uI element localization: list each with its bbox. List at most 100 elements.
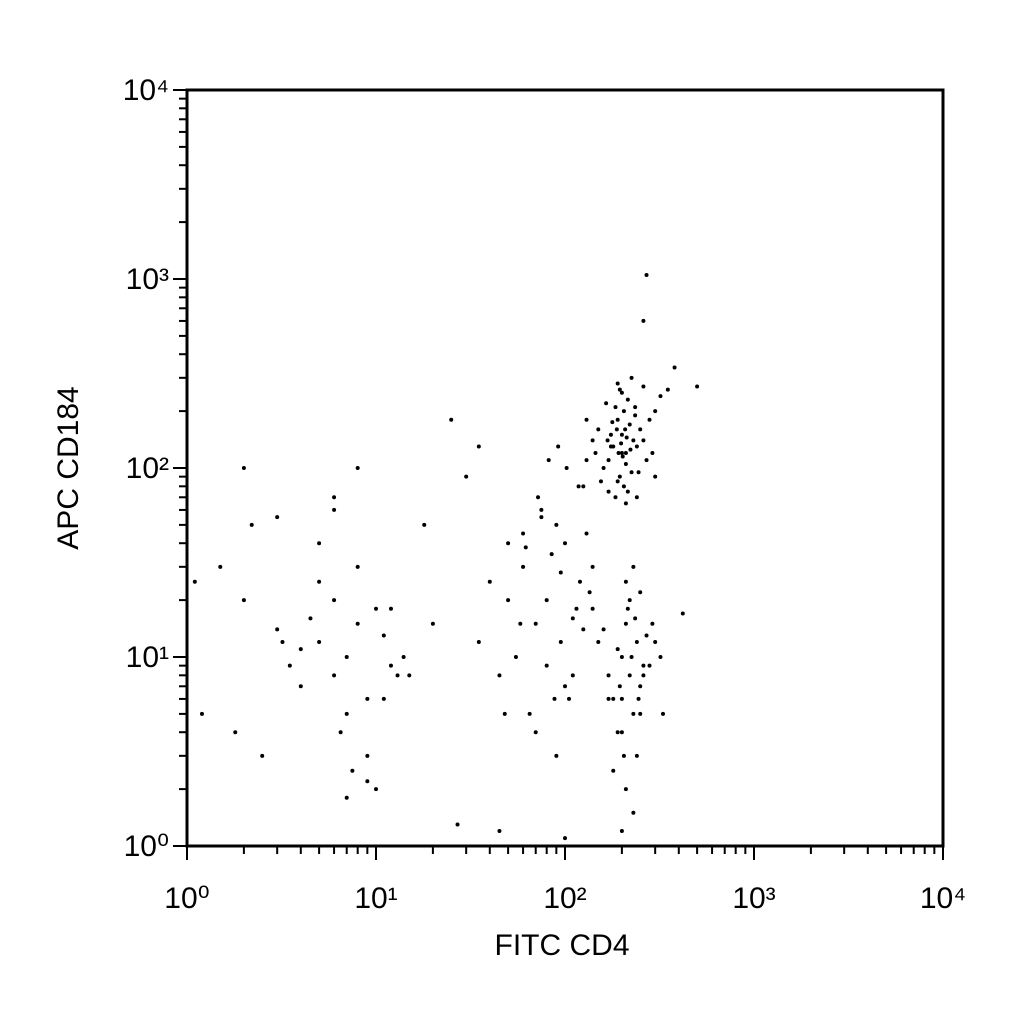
y-tick-label: 10⁴ — [123, 74, 169, 107]
event-dot — [317, 579, 322, 584]
event-dot — [430, 621, 435, 626]
event-dot — [584, 458, 589, 463]
event-dot — [672, 365, 677, 370]
event-dot — [608, 432, 613, 437]
event-dot — [647, 663, 652, 668]
event-dot — [633, 616, 638, 621]
event-dot — [374, 787, 378, 792]
event-dot — [634, 640, 639, 645]
event-dot — [593, 451, 598, 456]
event-dot — [581, 484, 586, 489]
event-dot — [606, 673, 611, 678]
event-dot — [407, 673, 412, 678]
event-dot — [422, 522, 427, 527]
event-dot — [332, 598, 337, 603]
event-dot — [658, 394, 663, 399]
event-dot — [627, 598, 632, 603]
event-dot — [596, 427, 601, 432]
event-dot — [614, 427, 619, 432]
event-dot — [631, 711, 636, 716]
y-tick-label: 10³ — [126, 263, 169, 296]
event-dot — [605, 438, 610, 443]
event-dot — [317, 541, 322, 546]
event-dot — [564, 466, 569, 470]
event-dot — [617, 387, 622, 392]
event-dot — [604, 401, 609, 406]
event-dot — [631, 810, 636, 815]
event-dot — [365, 696, 370, 701]
event-dot — [636, 470, 641, 475]
event-dot — [552, 696, 557, 701]
event-dot — [623, 451, 628, 456]
event-dot — [641, 384, 646, 389]
event-dot — [631, 564, 636, 569]
event-dot — [653, 409, 658, 414]
event-dot — [644, 272, 649, 277]
event-dot — [590, 438, 595, 443]
event-dot — [539, 515, 544, 520]
event-dot — [574, 606, 579, 611]
event-dot — [625, 606, 630, 611]
event-dot — [629, 375, 634, 380]
event-dot — [464, 474, 469, 479]
event-dot — [629, 470, 634, 475]
event-dot — [615, 381, 620, 386]
event-dot — [332, 673, 337, 678]
event-dot — [653, 640, 658, 645]
event-dot — [617, 474, 622, 479]
event-dot — [527, 711, 532, 716]
event-dot — [317, 640, 322, 645]
y-tick-label: 10⁰ — [124, 830, 169, 863]
event-dot — [332, 507, 337, 512]
event-dot — [653, 474, 658, 479]
event-dot — [619, 441, 624, 446]
event-dot — [636, 696, 641, 701]
event-dot — [619, 730, 624, 735]
event-dot — [554, 753, 559, 758]
event-dot — [610, 420, 615, 425]
event-dot — [611, 768, 616, 773]
event-dot — [401, 655, 406, 659]
event-dot — [521, 564, 526, 569]
event-dot — [619, 655, 624, 659]
event-dot — [381, 633, 386, 638]
event-dot — [544, 598, 549, 603]
event-dot — [608, 444, 613, 449]
event-dot — [355, 466, 360, 470]
event-dot — [455, 822, 460, 827]
event-dot — [628, 447, 633, 452]
event-dot — [355, 621, 360, 626]
event-dot — [619, 432, 624, 437]
event-dot — [623, 787, 628, 792]
event-dot — [624, 435, 629, 440]
x-tick-label: 10⁴ — [920, 882, 966, 915]
event-dot — [476, 640, 481, 645]
event-dot — [621, 753, 626, 758]
event-dot — [249, 522, 254, 527]
event-dot — [388, 663, 393, 668]
y-tick-label: 10¹ — [126, 641, 169, 674]
event-dot — [634, 444, 639, 449]
event-dot — [619, 451, 624, 456]
event-dot — [620, 454, 625, 459]
event-dot — [570, 616, 575, 621]
event-dot — [623, 579, 628, 584]
x-tick-label: 10⁰ — [164, 882, 209, 915]
event-dot — [502, 711, 507, 716]
event-dot — [584, 531, 589, 536]
event-dot — [619, 829, 624, 834]
event-dot — [581, 627, 586, 632]
event-dot — [634, 753, 639, 758]
event-dot — [613, 495, 618, 500]
event-dot — [563, 541, 567, 546]
x-axis-label: FITC CD4 — [495, 929, 630, 962]
event-dot — [644, 633, 649, 638]
event-dot — [577, 579, 582, 584]
event-dot — [606, 458, 611, 463]
event-dot — [641, 438, 646, 443]
event-dot — [539, 507, 544, 512]
event-dot — [638, 590, 643, 595]
event-dot — [570, 673, 575, 678]
event-dot — [513, 655, 518, 659]
event-dot — [332, 495, 337, 500]
